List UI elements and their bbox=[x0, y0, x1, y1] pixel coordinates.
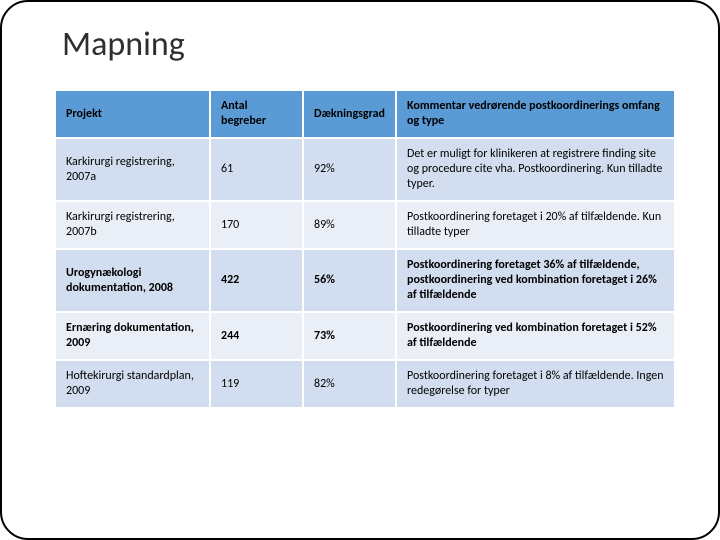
page-title: Mapning bbox=[62, 24, 676, 65]
table-cell: Karkirurgi registrering, 2007b bbox=[55, 201, 210, 249]
table-row: Karkirurgi registrering, 2007a6192%Det e… bbox=[55, 138, 675, 201]
table-row: Urogynækologi dokumentation, 200842256%P… bbox=[55, 249, 675, 312]
table-cell: 61 bbox=[210, 138, 303, 201]
table-cell: Postkoordinering foretaget i 8% af tilfæ… bbox=[396, 360, 675, 408]
table-cell: 119 bbox=[210, 360, 303, 408]
col-projekt: Projekt bbox=[55, 90, 210, 138]
table-cell: Ernæring dokumentation, 2009 bbox=[55, 312, 210, 360]
table-cell: 73% bbox=[303, 312, 396, 360]
table-cell: 89% bbox=[303, 201, 396, 249]
table-header-row: Projekt Antal begreber Dækningsgrad Komm… bbox=[55, 90, 675, 138]
table-cell: 244 bbox=[210, 312, 303, 360]
table-cell: 92% bbox=[303, 138, 396, 201]
table-cell: 170 bbox=[210, 201, 303, 249]
col-kommentar: Kommentar vedrørende postkoordinerings o… bbox=[396, 90, 675, 138]
table-cell: Hoftekirurgi standardplan, 2009 bbox=[55, 360, 210, 408]
table-row: Ernæring dokumentation, 200924473%Postko… bbox=[55, 312, 675, 360]
table-cell: 56% bbox=[303, 249, 396, 312]
table-cell: Postkoordinering foretaget i 20% af tilf… bbox=[396, 201, 675, 249]
table-cell: 422 bbox=[210, 249, 303, 312]
table-cell: Postkoordinering ved kombination foretag… bbox=[396, 312, 675, 360]
mapping-table: Projekt Antal begreber Dækningsgrad Komm… bbox=[54, 89, 676, 409]
table-cell: Karkirurgi registrering, 2007a bbox=[55, 138, 210, 201]
table-cell: 82% bbox=[303, 360, 396, 408]
table-body: Karkirurgi registrering, 2007a6192%Det e… bbox=[55, 138, 675, 408]
table-cell: Urogynækologi dokumentation, 2008 bbox=[55, 249, 210, 312]
table-row: Hoftekirurgi standardplan, 200911982%Pos… bbox=[55, 360, 675, 408]
col-daekning: Dækningsgrad bbox=[303, 90, 396, 138]
table-row: Karkirurgi registrering, 2007b17089%Post… bbox=[55, 201, 675, 249]
table-cell: Postkoordinering foretaget 36% af tilfæl… bbox=[396, 249, 675, 312]
col-antal: Antal begreber bbox=[210, 90, 303, 138]
table-cell: Det er muligt for klinikeren at registre… bbox=[396, 138, 675, 201]
